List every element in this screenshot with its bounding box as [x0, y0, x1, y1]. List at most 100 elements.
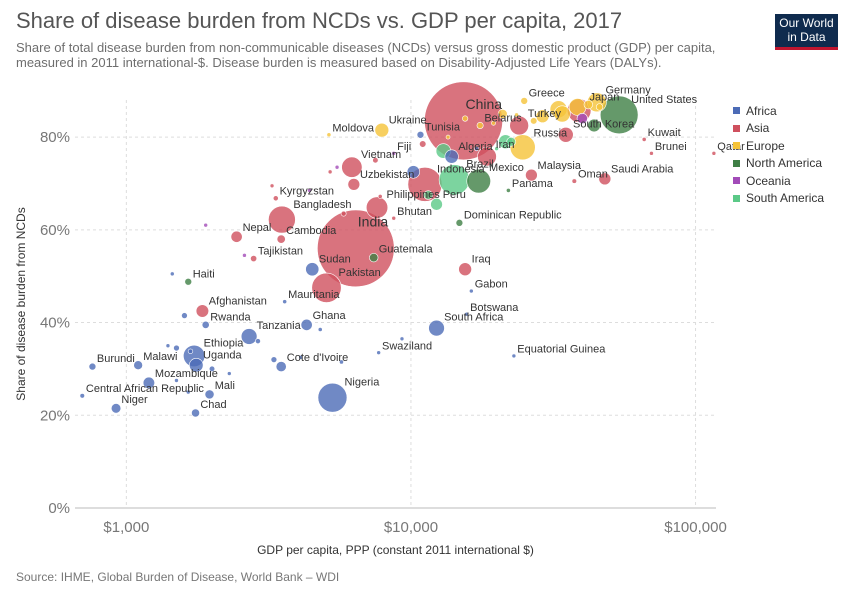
- data-point: [191, 408, 200, 418]
- data-point: [339, 359, 344, 365]
- point-label: Ukraine: [389, 114, 427, 126]
- data-point: [399, 336, 405, 342]
- data-point: [506, 188, 511, 193]
- point-label: Chad: [200, 399, 226, 411]
- data-point: [365, 196, 389, 219]
- point-label: Gabon: [475, 279, 508, 291]
- data-point: [282, 299, 288, 305]
- y-axis-label: Share of disease burden from NCDs: [14, 207, 28, 400]
- data-point: [242, 253, 247, 258]
- y-tick-label: 80%: [40, 129, 70, 146]
- data-point: [250, 255, 258, 263]
- data-point: [173, 344, 180, 352]
- data-point: [204, 389, 215, 400]
- data-point: [469, 288, 474, 294]
- data-point: [511, 353, 517, 359]
- data-point: [317, 382, 348, 413]
- data-point: [298, 355, 304, 360]
- data-point: [133, 360, 143, 370]
- data-point: [494, 146, 499, 151]
- data-point: [185, 389, 191, 395]
- legend-label: Oceania: [746, 173, 791, 188]
- data-point: [497, 109, 508, 119]
- data-point: [195, 304, 209, 318]
- point-label: United States: [631, 94, 698, 106]
- x-axis-label: GDP per capita, PPP (constant 2011 inter…: [257, 543, 534, 557]
- data-point: [530, 117, 538, 125]
- data-point: [506, 136, 516, 147]
- data-point: [391, 215, 397, 221]
- data-point: [466, 168, 491, 194]
- data-point: [230, 230, 243, 243]
- source-footer: Source: IHME, Global Burden of Disease, …: [16, 570, 340, 584]
- data-point: [583, 100, 593, 110]
- data-point: [369, 253, 379, 263]
- data-point: [275, 361, 287, 373]
- point-label: Malaysia: [538, 160, 582, 172]
- point-label: Niger: [121, 394, 148, 406]
- data-point: [142, 376, 155, 389]
- legend-label: Africa: [746, 103, 777, 118]
- data-point: [444, 149, 459, 164]
- data-point: [268, 205, 296, 234]
- legend-item[interactable]: Europe: [733, 137, 824, 155]
- data-point: [307, 188, 312, 193]
- legend-item[interactable]: South America: [733, 190, 824, 208]
- legend-item[interactable]: Asia: [733, 120, 824, 138]
- point-label: Malawi: [143, 351, 177, 363]
- legend-label: South America: [746, 191, 825, 206]
- data-point: [110, 403, 122, 414]
- point-label: Botswana: [470, 302, 519, 314]
- x-tick-label: $1,000: [103, 519, 149, 536]
- data-point: [535, 109, 550, 123]
- point-label: Bhutan: [397, 206, 432, 218]
- point-label: Oman: [578, 168, 608, 180]
- data-points: [79, 81, 717, 418]
- data-point: [477, 146, 497, 167]
- data-point: [300, 318, 313, 331]
- point-label: Belarus: [484, 112, 522, 124]
- point-label: Mozambique: [155, 368, 218, 380]
- data-point: [520, 97, 528, 105]
- legend-label: Europe: [746, 138, 785, 153]
- data-point: [169, 271, 175, 277]
- legend-item[interactable]: Oceania: [733, 172, 824, 190]
- point-label: Saudi Arabia: [611, 164, 674, 176]
- legend-swatch: [733, 107, 740, 115]
- data-point: [208, 365, 216, 372]
- data-point: [376, 350, 381, 355]
- point-label: Iran: [496, 139, 515, 151]
- data-point: [423, 190, 433, 200]
- chart-title: Share of disease burden from NCDs vs. GD…: [16, 8, 623, 33]
- point-label: Indonesia: [437, 163, 486, 175]
- data-point: [568, 98, 587, 116]
- point-label: India: [358, 213, 389, 229]
- logo-line-2: in Data: [787, 30, 826, 44]
- grid-lines: [75, 100, 716, 508]
- data-point: [347, 178, 361, 191]
- point-label: South Korea: [573, 119, 635, 131]
- point-labels: China India Indonesia Pakistan Bangladesh Nig…: [86, 85, 745, 411]
- data-point: [458, 262, 472, 276]
- data-point: [201, 320, 210, 329]
- point-label: Brunei: [655, 141, 687, 153]
- point-label: Haiti: [193, 268, 215, 280]
- data-point: [240, 328, 258, 345]
- legend-item[interactable]: North America: [733, 155, 824, 173]
- data-point: [599, 95, 639, 135]
- point-label: Guatemala: [379, 244, 434, 256]
- data-point: [428, 319, 445, 337]
- data-point: [165, 343, 171, 349]
- data-point: [79, 393, 85, 399]
- data-point: [476, 122, 484, 129]
- owid-logo[interactable]: Our World in Data: [775, 14, 838, 50]
- point-label: Afghanistan: [209, 296, 267, 308]
- data-point: [430, 198, 443, 211]
- point-label: Bangladesh: [293, 199, 351, 211]
- point-label: Mexico: [489, 162, 524, 174]
- data-point: [317, 209, 395, 288]
- data-point: [464, 311, 470, 317]
- legend-item[interactable]: Africa: [733, 102, 824, 120]
- data-point: [419, 140, 427, 148]
